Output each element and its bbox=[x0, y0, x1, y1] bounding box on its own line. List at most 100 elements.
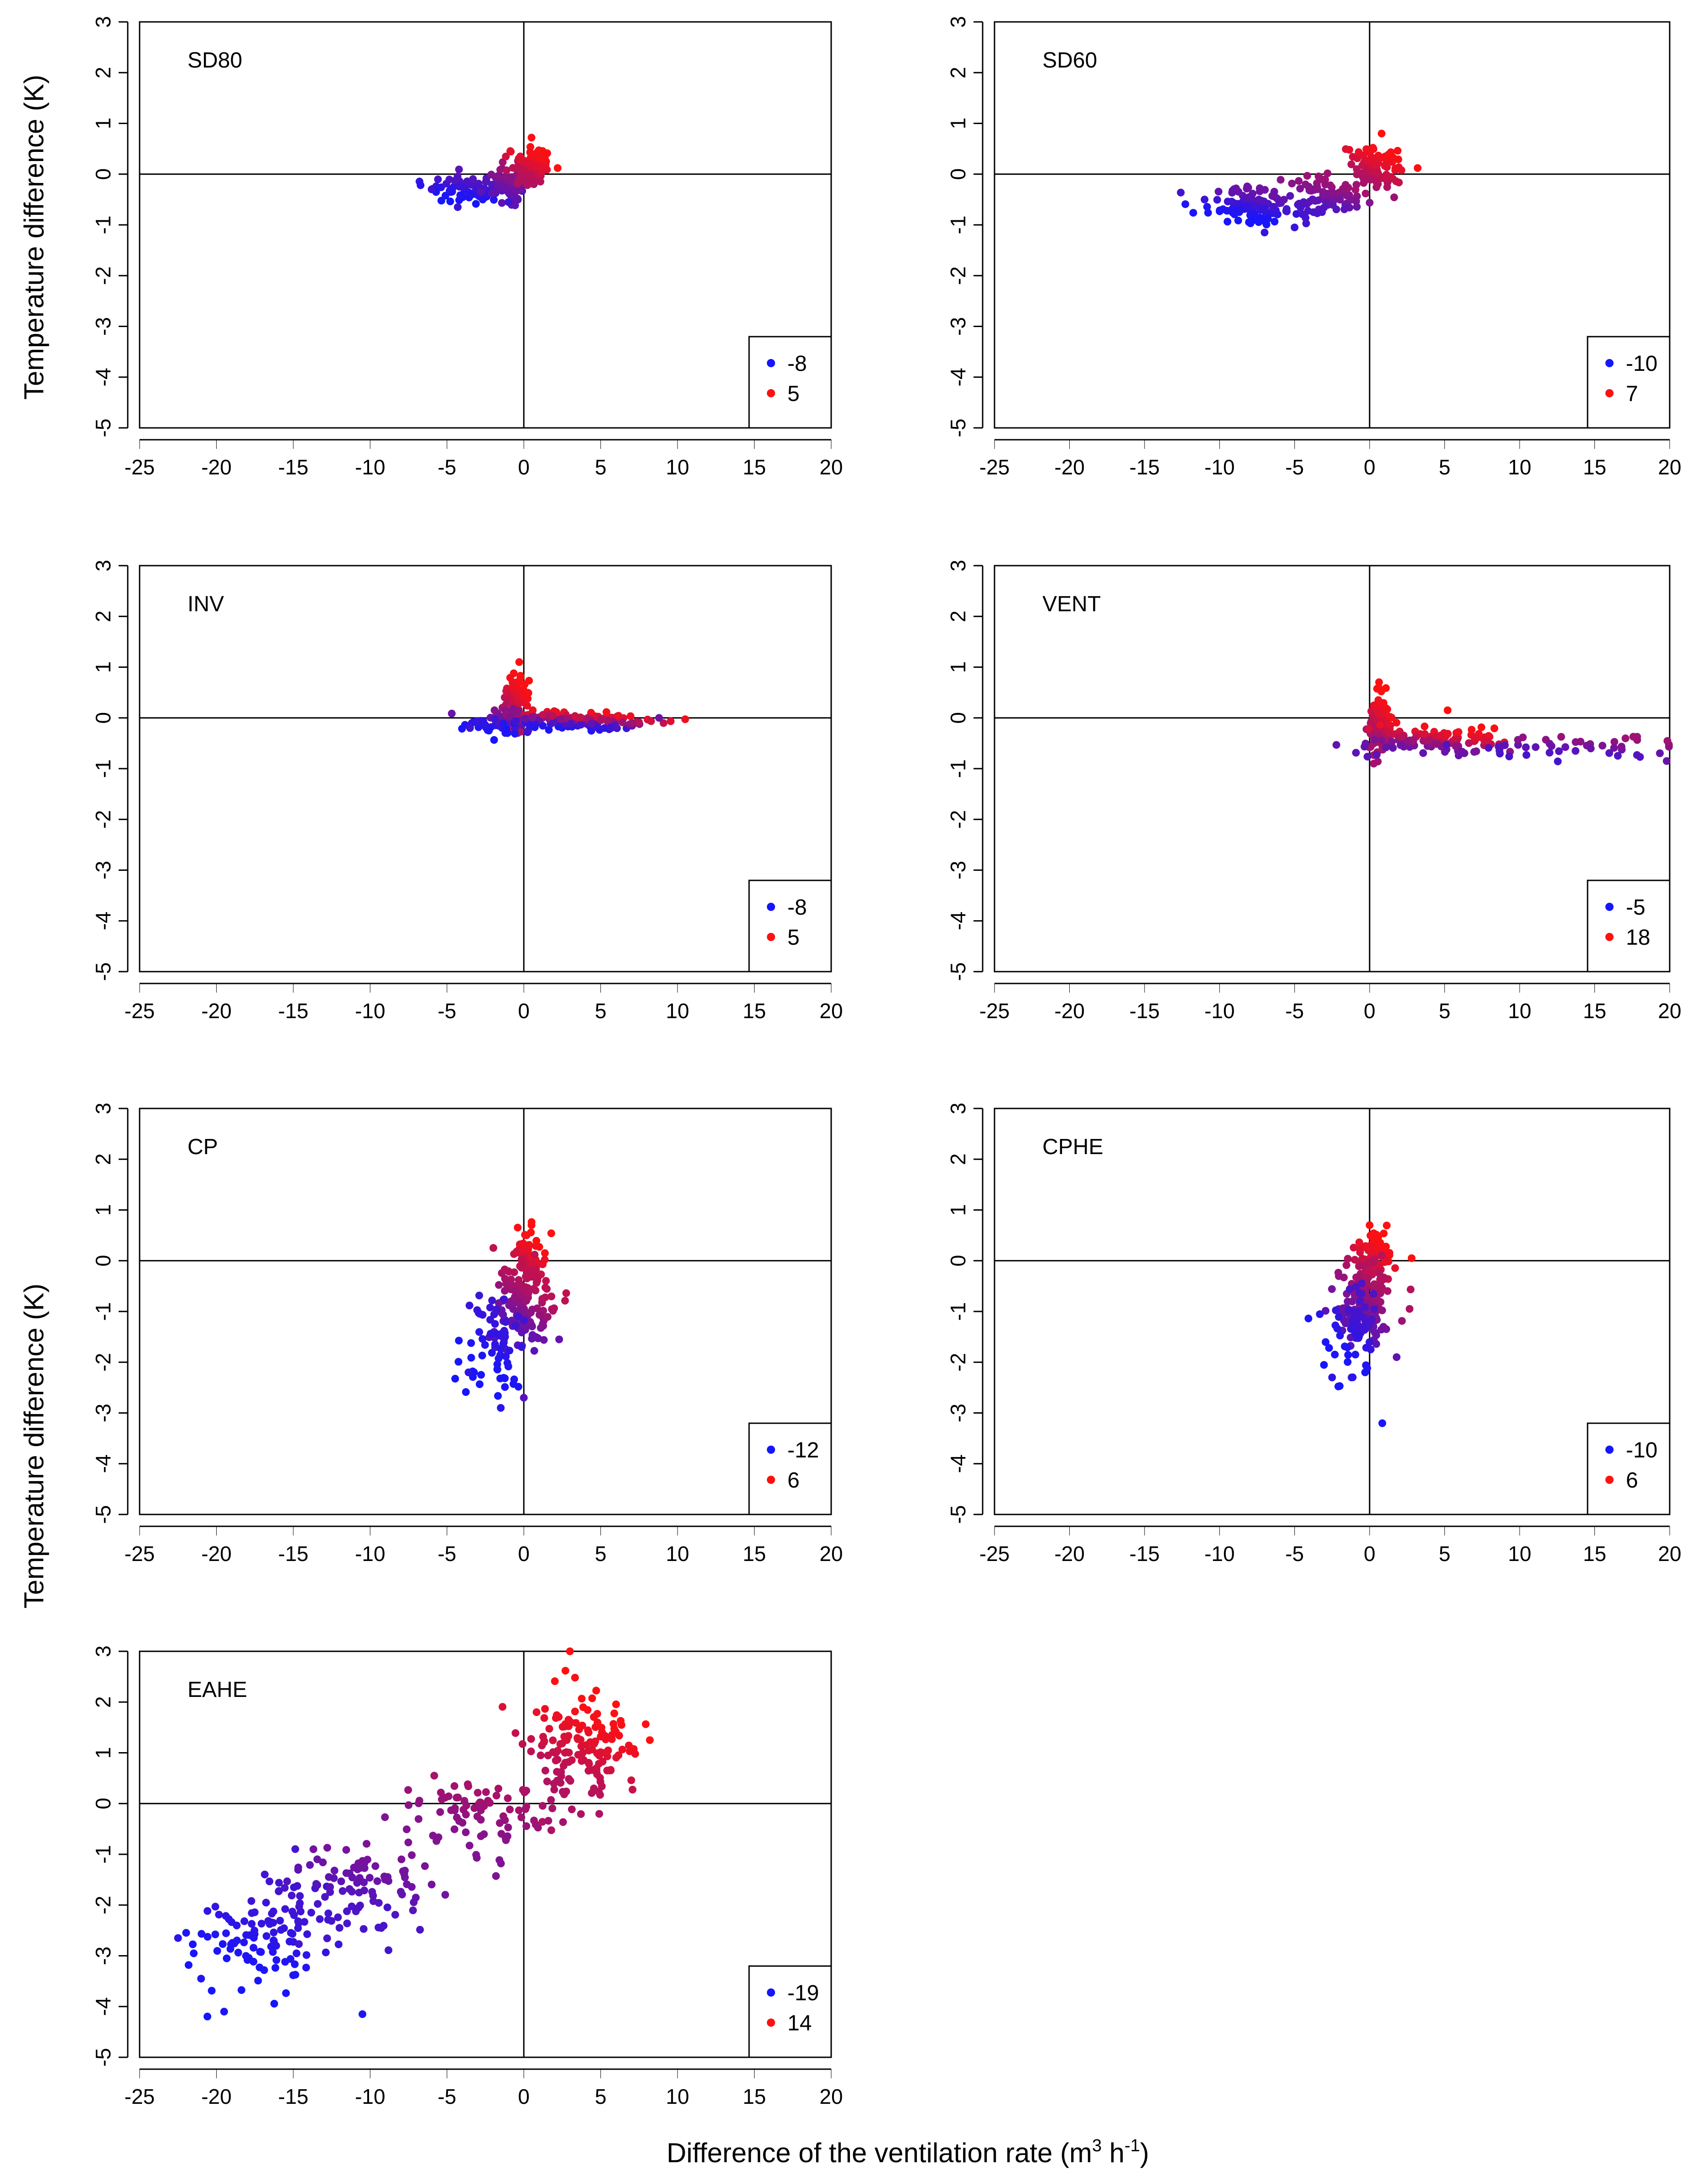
data-point bbox=[248, 1909, 256, 1917]
data-point bbox=[502, 725, 510, 734]
data-point bbox=[597, 1733, 605, 1741]
y-tick-label: -3 bbox=[91, 1946, 115, 1965]
data-point bbox=[541, 1249, 549, 1257]
data-point bbox=[591, 1737, 599, 1745]
data-point bbox=[334, 1940, 343, 1948]
data-point bbox=[1340, 205, 1349, 213]
x-tick-label: 10 bbox=[1508, 455, 1531, 479]
data-point bbox=[408, 1851, 416, 1859]
data-point bbox=[646, 1736, 654, 1744]
data-point bbox=[501, 1383, 509, 1391]
data-point bbox=[618, 1745, 626, 1753]
data-point bbox=[1443, 706, 1452, 714]
data-point bbox=[501, 1318, 510, 1326]
data-point bbox=[541, 1705, 549, 1713]
data-point bbox=[397, 1855, 406, 1863]
legend-marker bbox=[1605, 359, 1614, 367]
data-point bbox=[404, 1786, 412, 1794]
y-tick-label: -2 bbox=[946, 810, 970, 829]
y-tick-label: -2 bbox=[946, 1353, 970, 1372]
data-point bbox=[1311, 197, 1319, 205]
data-point bbox=[527, 134, 536, 142]
data-point bbox=[519, 1786, 527, 1794]
data-point bbox=[521, 1283, 529, 1291]
data-point bbox=[1392, 177, 1400, 185]
data-point bbox=[1406, 1305, 1414, 1313]
data-point bbox=[489, 1244, 497, 1252]
data-point bbox=[598, 1723, 606, 1732]
x-axis-title-close: ) bbox=[1140, 2138, 1149, 2168]
y-tick-label: -4 bbox=[946, 368, 970, 386]
data-point bbox=[577, 721, 585, 729]
data-point bbox=[507, 147, 515, 156]
data-point bbox=[1314, 172, 1323, 181]
data-point bbox=[579, 1703, 587, 1712]
y-tick-label: -4 bbox=[91, 1454, 115, 1473]
data-point bbox=[1636, 753, 1644, 761]
data-point bbox=[448, 709, 456, 718]
legend: -85 bbox=[748, 879, 832, 973]
data-point bbox=[1419, 749, 1427, 757]
data-point bbox=[517, 728, 525, 736]
x-tick-label: -5 bbox=[437, 2085, 456, 2108]
legend-marker bbox=[767, 1476, 775, 1484]
data-point bbox=[559, 1762, 568, 1770]
y-tick-label: -4 bbox=[91, 911, 115, 930]
data-point bbox=[472, 1851, 480, 1859]
data-point bbox=[617, 1721, 625, 1729]
data-point bbox=[609, 1720, 618, 1728]
data-point bbox=[1344, 1351, 1352, 1359]
data-point bbox=[257, 1948, 265, 1956]
data-point bbox=[510, 1380, 518, 1388]
data-point bbox=[335, 1924, 344, 1932]
data-point bbox=[417, 181, 425, 189]
scatter-points bbox=[174, 1647, 654, 2021]
data-point bbox=[531, 1250, 539, 1259]
legend-label: 18 bbox=[1626, 926, 1650, 950]
data-point bbox=[479, 717, 487, 725]
data-point bbox=[1332, 1306, 1340, 1314]
x-tick-label: -5 bbox=[1285, 455, 1304, 479]
data-point bbox=[1358, 1279, 1366, 1287]
data-point bbox=[561, 1667, 569, 1675]
plot-frame bbox=[994, 21, 1671, 429]
data-point bbox=[540, 1714, 548, 1722]
data-point bbox=[1366, 176, 1375, 184]
data-point bbox=[436, 1808, 444, 1816]
data-point bbox=[517, 1813, 526, 1821]
y-tick-label: 3 bbox=[946, 1103, 970, 1114]
data-point bbox=[518, 1260, 526, 1269]
data-point bbox=[577, 1742, 585, 1750]
data-point bbox=[1351, 186, 1359, 194]
data-point bbox=[348, 1888, 356, 1896]
y-tick-label: -5 bbox=[91, 419, 115, 437]
y-tick-label: 0 bbox=[91, 168, 115, 180]
data-point bbox=[250, 1944, 258, 1952]
data-point bbox=[1375, 709, 1383, 718]
data-point bbox=[489, 196, 498, 204]
data-point bbox=[1332, 741, 1340, 749]
data-point bbox=[446, 186, 454, 194]
x-tick-label: 20 bbox=[1658, 999, 1681, 1023]
data-point bbox=[492, 1330, 500, 1338]
data-point bbox=[359, 1925, 368, 1933]
data-point bbox=[1352, 1273, 1360, 1281]
legend-marker bbox=[767, 1446, 775, 1454]
data-point bbox=[561, 1296, 569, 1305]
x-tick-label: -20 bbox=[1054, 999, 1084, 1023]
data-point bbox=[1442, 741, 1451, 749]
data-point bbox=[1245, 218, 1253, 226]
data-point bbox=[1377, 1326, 1385, 1334]
data-point bbox=[501, 1816, 509, 1824]
legend-marker bbox=[767, 903, 775, 911]
y-tick-label: -3 bbox=[91, 317, 115, 336]
data-point bbox=[523, 702, 531, 710]
data-point bbox=[502, 172, 510, 180]
x-tick-label: 10 bbox=[1508, 1542, 1531, 1566]
data-point bbox=[559, 1818, 567, 1826]
data-point bbox=[281, 1905, 289, 1913]
data-point bbox=[477, 187, 485, 196]
data-point bbox=[577, 1810, 585, 1818]
data-point bbox=[535, 151, 543, 159]
legend-box bbox=[1587, 336, 1671, 429]
